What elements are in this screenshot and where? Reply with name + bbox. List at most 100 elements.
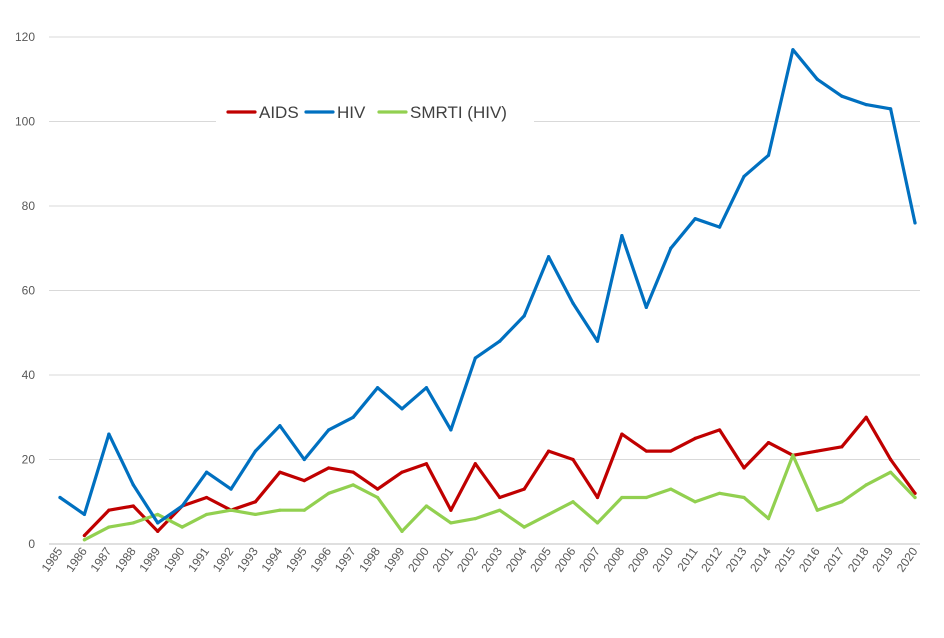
data-point-smrti-hiv: [766, 517, 771, 521]
data-point-smrti-hiv: [424, 504, 429, 508]
data-point-aids: [253, 500, 258, 504]
data-point-hiv: [278, 424, 282, 428]
data-point-hiv: [693, 217, 697, 221]
data-point-smrti-hiv: [815, 508, 819, 512]
x-tick-label: 2009: [625, 544, 652, 574]
x-tick-label: 2018: [845, 544, 872, 574]
data-point-hiv: [302, 457, 306, 462]
x-tick-label: 2008: [601, 544, 628, 574]
series-line-hiv: [58, 48, 917, 525]
data-point-smrti-hiv: [840, 500, 844, 504]
x-tick-label: 2005: [527, 544, 554, 574]
data-point-aids: [693, 436, 697, 440]
data-point-aids: [400, 470, 404, 474]
data-point-smrti-hiv: [644, 495, 648, 500]
data-point-aids: [571, 457, 575, 462]
y-tick-label: 100: [15, 115, 35, 129]
data-point-aids: [644, 449, 648, 453]
data-point-hiv: [449, 428, 453, 432]
data-point-aids: [424, 462, 429, 466]
data-point-smrti-hiv: [620, 495, 624, 500]
data-point-aids: [204, 495, 209, 500]
data-point-hiv: [791, 48, 795, 52]
legend-background: [216, 98, 534, 126]
data-point-hiv: [424, 386, 429, 390]
data-point-aids: [840, 445, 844, 449]
x-tick-label: 1993: [234, 544, 261, 574]
data-point-aids: [595, 495, 600, 500]
legend-label-hiv: HIV: [337, 103, 366, 122]
data-point-smrti-hiv: [889, 470, 893, 474]
y-tick-label: 40: [22, 368, 36, 382]
data-point-aids: [669, 449, 673, 453]
data-point-smrti-hiv: [498, 508, 502, 512]
data-point-smrti-hiv: [595, 521, 600, 525]
x-tick-label: 2003: [478, 544, 505, 574]
data-point-aids: [766, 441, 771, 445]
x-tick-label: 1988: [112, 544, 139, 574]
x-tick-label: 2014: [747, 544, 774, 574]
data-point-aids: [107, 508, 111, 512]
data-point-smrti-hiv: [547, 512, 551, 517]
x-tick-label: 2012: [698, 544, 725, 574]
data-point-hiv: [889, 107, 893, 111]
x-tick-label: 2002: [454, 544, 481, 574]
data-point-hiv: [913, 221, 917, 225]
data-point-hiv: [840, 94, 844, 98]
data-point-hiv: [571, 301, 575, 305]
x-tick-label: 2015: [772, 544, 799, 574]
data-point-smrti-hiv: [107, 525, 111, 529]
data-point-smrti-hiv: [327, 491, 331, 495]
data-point-hiv: [375, 386, 380, 390]
data-point-hiv: [766, 153, 771, 157]
data-point-smrti-hiv: [82, 538, 87, 542]
data-point-smrti-hiv: [864, 483, 868, 487]
data-point-hiv: [253, 449, 258, 453]
data-point-aids: [522, 487, 526, 491]
series-lines: [58, 48, 917, 542]
data-point-aids: [498, 495, 502, 500]
data-point-smrti-hiv: [693, 500, 697, 504]
data-point-smrti-hiv: [791, 453, 795, 457]
data-point-smrti-hiv: [522, 525, 526, 529]
data-point-smrti-hiv: [204, 512, 209, 517]
y-tick-label: 80: [22, 199, 36, 213]
data-point-aids: [815, 449, 819, 453]
data-point-aids: [889, 457, 893, 462]
data-point-hiv: [58, 495, 62, 500]
data-point-aids: [351, 470, 355, 474]
x-tick-label: 2010: [649, 544, 676, 574]
x-tick-label: 2016: [796, 544, 823, 574]
x-tick-label: 2020: [894, 544, 921, 574]
data-point-aids: [547, 449, 551, 453]
data-point-hiv: [327, 428, 331, 432]
data-point-smrti-hiv: [180, 525, 184, 529]
data-point-hiv: [107, 432, 111, 436]
series-line-aids: [82, 415, 917, 538]
data-point-smrti-hiv: [351, 483, 355, 487]
data-point-smrti-hiv: [131, 521, 135, 525]
x-tick-label: 1996: [307, 544, 334, 574]
data-point-smrti-hiv: [571, 500, 575, 504]
data-point-hiv: [742, 174, 746, 179]
data-point-smrti-hiv: [156, 512, 160, 517]
data-point-aids: [327, 466, 331, 470]
data-point-hiv: [718, 225, 722, 229]
x-tick-label: 2006: [552, 544, 579, 574]
x-tick-label: 1991: [185, 544, 212, 574]
x-tick-label: 1992: [210, 544, 237, 574]
x-tick-label: 1990: [161, 544, 188, 574]
data-point-hiv: [815, 77, 819, 81]
data-point-hiv: [82, 512, 87, 517]
data-point-aids: [742, 466, 746, 470]
x-tick-label: 1986: [63, 544, 90, 574]
data-point-aids: [473, 462, 477, 466]
data-point-hiv: [229, 487, 233, 491]
data-point-smrti-hiv: [229, 508, 233, 512]
data-point-aids: [449, 508, 453, 512]
data-point-aids: [82, 533, 87, 538]
legend-label-smrti-hiv: SMRTI (HIV): [410, 103, 507, 122]
data-point-hiv: [131, 483, 135, 487]
x-tick-label: 1997: [332, 544, 359, 574]
